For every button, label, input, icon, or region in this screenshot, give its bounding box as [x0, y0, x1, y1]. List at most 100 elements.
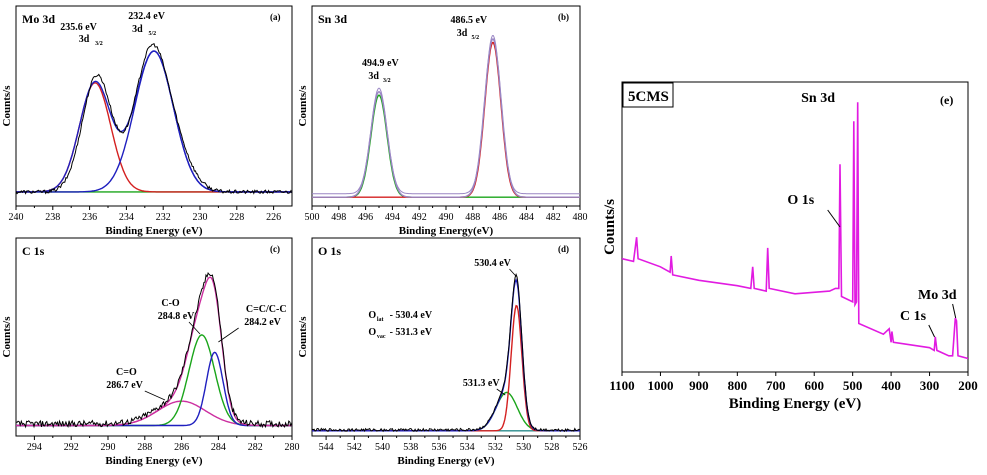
x-tick-label: 538 — [403, 442, 418, 453]
annotation-sublabel: 3d — [457, 28, 468, 39]
y-axis-title: Counts/s — [297, 85, 309, 127]
x-tick-label: 232 — [156, 212, 171, 223]
annotation-label: C=O — [116, 367, 137, 378]
x-tick-label: 496 — [358, 212, 373, 223]
x-tick-label: 494 — [385, 212, 400, 223]
x-tick-label: 486 — [492, 212, 507, 223]
x-tick-label: 284 — [211, 442, 226, 453]
corner-label: O 1s — [318, 244, 341, 258]
series-fit-line — [312, 94, 580, 198]
corner-label: 5CMS — [628, 89, 669, 105]
x-tick-label: 238 — [45, 212, 60, 223]
annotation-label: 284.8 eV — [158, 311, 195, 322]
x-tick-label: 1000 — [647, 378, 673, 393]
plot-frame — [311, 5, 581, 207]
x-tick-label: 228 — [229, 212, 244, 223]
annotation-label: Mo 3d — [918, 288, 957, 303]
annotation-arrow — [188, 321, 201, 335]
series-fit-line — [16, 82, 292, 193]
series-raw-line — [312, 35, 580, 195]
x-axis-title: Binding Energy (eV) — [105, 455, 203, 467]
x-tick-label: 500 — [843, 378, 863, 393]
x-axis-title: Binding Energy (eV) — [397, 455, 495, 467]
x-tick-label: 532 — [488, 442, 503, 453]
annotation-subscript: vac — [377, 334, 386, 340]
series-envelope-line — [16, 50, 292, 193]
x-tick-label: 536 — [431, 442, 446, 453]
x-tick-label: 280 — [285, 442, 300, 453]
annotation-label: 486.5 eV — [450, 15, 487, 26]
panel-e-survey: 1100 1000 900 800 700 600 500 400 300 200 Binding … — [602, 81, 978, 412]
annotation-subscript: 3/2 — [383, 78, 391, 84]
x-tick-label: 288 — [137, 442, 152, 453]
x-tick-label: 200 — [958, 378, 978, 393]
series-envelope-line — [16, 276, 292, 427]
y-axis-title: Counts/s — [297, 316, 309, 358]
annotation-subscript: 5/2 — [148, 31, 156, 37]
series-survey-line — [621, 102, 969, 360]
annotation-label: O 1s — [787, 193, 814, 208]
x-tick-label: 600 — [804, 378, 824, 393]
annotation-label: Sn 3d — [801, 91, 835, 106]
series-fit-line — [16, 50, 292, 193]
x-tick-label: 236 — [82, 212, 97, 223]
x-tick-label: 526 — [573, 442, 588, 453]
x-tick-label: 492 — [412, 212, 427, 223]
corner-label: Sn 3d — [318, 12, 347, 26]
series-raw-line — [15, 43, 293, 195]
x-tick-label: 498 — [331, 212, 346, 223]
annotation-label: 494.9 eV — [362, 58, 399, 69]
x-tick-label: 292 — [64, 442, 79, 453]
x-axis-title: Binding Energy (eV) — [729, 396, 862, 412]
x-tick-label: 900 — [689, 378, 709, 393]
annotation-subscript: lat — [377, 317, 384, 323]
y-axis-title: Counts/s — [1, 85, 13, 127]
annotation-label: 235.6 eV — [60, 22, 97, 33]
x-tick-label: 286 — [174, 442, 189, 453]
x-tick-label: 282 — [248, 442, 263, 453]
x-tick-label: 528 — [544, 442, 559, 453]
annotation-arrow — [218, 327, 239, 343]
x-tick-label: 530 — [516, 442, 531, 453]
annotation-arrow — [827, 209, 841, 228]
annotation-label: O — [368, 327, 376, 338]
series-envelope-line — [312, 278, 580, 432]
corner-label-box — [622, 82, 674, 108]
panel-a-mo3d: 240 238 236 234 232 230 228 226 Binding Energy (… — [1, 5, 293, 237]
y-axis-title: Counts/s — [602, 199, 618, 255]
annotation-label: C=C/C-C — [246, 304, 287, 315]
x-tick-label: 490 — [439, 212, 454, 223]
x-tick-label: 534 — [460, 442, 475, 453]
x-tick-label: 234 — [119, 212, 134, 223]
y-axis-title: Counts/s — [1, 316, 13, 358]
series-fit-line — [16, 351, 292, 427]
panel-c-c1s: 294 292 290 288 286 284 282 280 Binding Energy (… — [1, 237, 300, 467]
x-tick-label: 1100 — [609, 378, 634, 393]
panel-label: (d) — [558, 244, 569, 254]
annotation-label: - 531.3 eV — [390, 327, 433, 338]
annotation-label: 284.2 eV — [244, 317, 281, 328]
panel-label: (a) — [270, 12, 281, 22]
annotation-label: C 1s — [900, 309, 927, 324]
x-tick-label: 226 — [266, 212, 281, 223]
x-axis-title: Binding Energy (eV) — [105, 225, 203, 237]
plot-frame — [621, 81, 969, 373]
annotation-label: 286.7 eV — [106, 380, 143, 391]
x-axis-title: Binding Energy(eV) — [399, 225, 494, 237]
plot-frame — [311, 237, 581, 437]
x-tick-label: 294 — [27, 442, 42, 453]
annotation-sublabel: 3d — [79, 34, 90, 45]
x-tick-label: 290 — [101, 442, 116, 453]
series-fit-line — [312, 304, 580, 432]
x-tick-label: 482 — [546, 212, 561, 223]
annotation-label: 232.4 eV — [128, 11, 165, 22]
annotation-label: O — [368, 310, 376, 321]
panel-d-o1s: 544 542 540 538 536 534 532 530 528 526 Binding En… — [297, 237, 588, 467]
x-tick-label: 700 — [766, 378, 786, 393]
panel-b-sn3d: 500 498 496 494 492 490 488 486 484 482 480 Binding… — [297, 5, 588, 237]
annotation-subscript: 3/2 — [95, 41, 103, 47]
x-tick-label: 800 — [728, 378, 748, 393]
series-raw-line — [15, 272, 293, 429]
series-fit-line — [16, 334, 292, 427]
annotation-arrow — [144, 390, 166, 401]
